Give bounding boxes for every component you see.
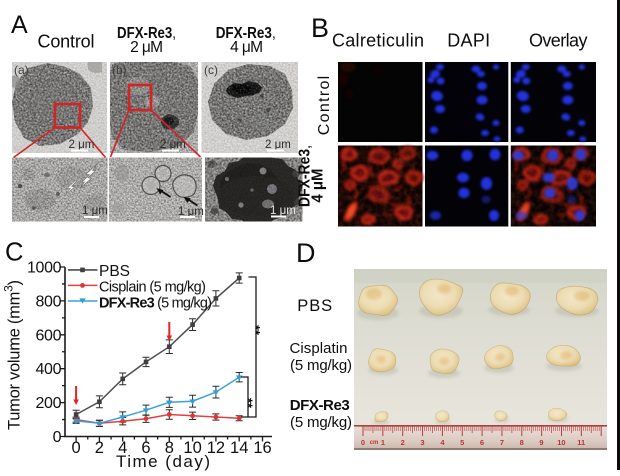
- svg-text:B: B: [311, 13, 329, 43]
- svg-text:6: 6: [141, 439, 150, 457]
- svg-text:DFX-Re3 (5 mg/kg): DFX-Re3 (5 mg/kg): [99, 296, 212, 312]
- svg-text:0: 0: [361, 438, 365, 447]
- svg-text:12: 12: [207, 439, 225, 457]
- svg-text:DFX-Re3,: DFX-Re3,: [216, 25, 276, 42]
- svg-text:2 μM: 2 μM: [130, 39, 163, 56]
- svg-text:200: 200: [36, 395, 62, 412]
- svg-text:D: D: [296, 238, 316, 268]
- svg-text:(b): (b): [112, 63, 127, 77]
- svg-text:2: 2: [401, 438, 405, 447]
- svg-text:4 μM: 4 μM: [230, 39, 263, 56]
- svg-text:Calreticulin: Calreticulin: [332, 31, 424, 51]
- svg-text:11: 11: [577, 438, 585, 447]
- svg-text:0: 0: [53, 429, 62, 446]
- svg-text:4: 4: [440, 438, 445, 447]
- svg-text:5: 5: [460, 438, 464, 447]
- svg-text:8: 8: [520, 438, 524, 447]
- svg-text:10: 10: [183, 439, 201, 457]
- svg-text:0: 0: [72, 439, 81, 457]
- svg-text:6: 6: [480, 438, 484, 447]
- svg-text:1 μm: 1 μm: [270, 205, 296, 217]
- svg-text:1: 1: [381, 438, 385, 447]
- svg-text:(d): (d): [206, 160, 221, 174]
- svg-text:8: 8: [165, 439, 174, 457]
- svg-text:2: 2: [95, 439, 104, 457]
- svg-text:400: 400: [36, 361, 62, 378]
- svg-text:C: C: [5, 239, 23, 267]
- svg-text:1 μm: 1 μm: [178, 206, 204, 218]
- svg-text:cm: cm: [370, 440, 379, 446]
- svg-text:9: 9: [539, 438, 543, 447]
- svg-text:4: 4: [118, 439, 127, 457]
- svg-text:PBS: PBS: [297, 297, 332, 315]
- svg-text:**: **: [241, 398, 256, 409]
- svg-text:Cisplatin: Cisplatin: [290, 340, 348, 357]
- svg-text:Tumor volume (mm3): Tumor volume (mm3): [2, 280, 24, 430]
- svg-text:Cisplain (5 mg/kg): Cisplain (5 mg/kg): [99, 280, 206, 296]
- svg-text:2 μm: 2 μm: [160, 139, 186, 151]
- svg-text:**: **: [248, 325, 263, 336]
- svg-text:(c): (c): [204, 63, 218, 77]
- svg-text:1000: 1000: [27, 260, 62, 277]
- svg-text:A: A: [11, 11, 28, 39]
- svg-text:Control: Control: [316, 76, 333, 136]
- svg-text:(a): (a): [14, 63, 29, 77]
- svg-text:800: 800: [36, 293, 62, 310]
- svg-text:4 μM: 4 μM: [310, 169, 327, 203]
- svg-text:10: 10: [557, 438, 565, 447]
- svg-text:16: 16: [253, 439, 271, 457]
- svg-text:2 μm: 2 μm: [69, 139, 95, 151]
- svg-text:PBS: PBS: [99, 263, 130, 280]
- svg-text:(5 mg/kg): (5 mg/kg): [290, 357, 352, 374]
- svg-text:Time (day): Time (day): [116, 452, 210, 471]
- svg-text:600: 600: [36, 327, 62, 344]
- svg-text:DFX-Re3,: DFX-Re3,: [297, 145, 314, 207]
- svg-text:DFX-Re3: DFX-Re3: [290, 397, 350, 414]
- svg-text:(5 mg/kg): (5 mg/kg): [290, 414, 352, 431]
- svg-text:2 μm: 2 μm: [265, 139, 291, 151]
- svg-text:3: 3: [420, 438, 424, 447]
- svg-text:DAPI: DAPI: [447, 31, 490, 51]
- svg-text:7: 7: [500, 438, 504, 447]
- svg-text:Overlay: Overlay: [529, 31, 588, 51]
- svg-text:1 μm: 1 μm: [82, 205, 108, 217]
- svg-text:Control: Control: [38, 32, 95, 52]
- svg-text:14: 14: [230, 439, 248, 457]
- svg-text:DFX-Re3,: DFX-Re3,: [117, 25, 176, 42]
